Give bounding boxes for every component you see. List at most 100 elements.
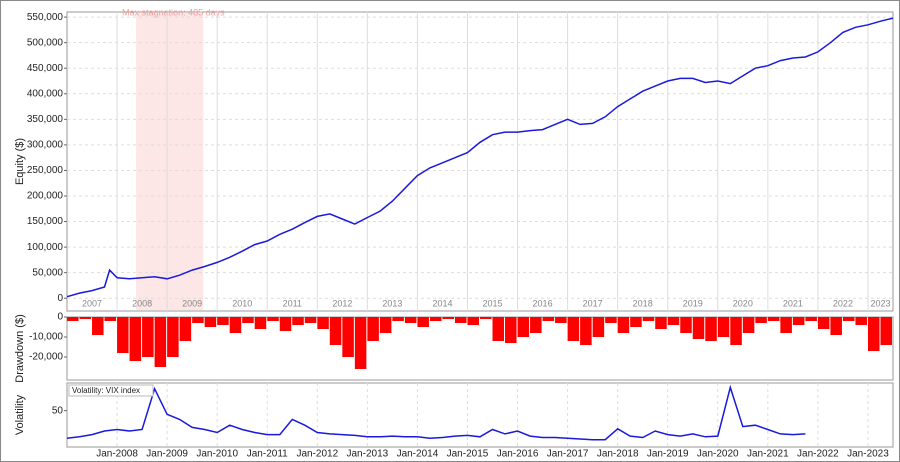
x-tick-label: 2013 bbox=[382, 298, 402, 308]
drawdown-bar bbox=[292, 317, 304, 325]
drawdown-bar bbox=[755, 317, 767, 323]
stagnation-band bbox=[136, 13, 204, 310]
drawdown-bar bbox=[530, 317, 542, 333]
y-axis-label: Drawdown ($) bbox=[14, 314, 26, 382]
x-tick-label: 2017 bbox=[583, 298, 603, 308]
x-tick-label: Jan-2017 bbox=[547, 449, 589, 460]
x-tick-label: 2010 bbox=[232, 298, 252, 308]
y-tick-label: 350,000 bbox=[27, 114, 64, 125]
drawdown-bar bbox=[92, 317, 104, 335]
drawdown-bar bbox=[855, 317, 867, 325]
x-tick-label: Jan-2020 bbox=[697, 449, 739, 460]
x-tick-label: Jan-2010 bbox=[196, 449, 238, 460]
drawdown-bar bbox=[67, 317, 79, 321]
drawdown-bar bbox=[267, 317, 279, 321]
y-tick-label: 200,000 bbox=[27, 191, 64, 202]
x-tick-label: 2019 bbox=[683, 298, 703, 308]
drawdown-bar bbox=[630, 317, 642, 327]
drawdown-bar bbox=[642, 317, 655, 321]
x-tick-label: Jan-2018 bbox=[597, 449, 639, 460]
x-tick-label: 2015 bbox=[482, 298, 502, 308]
y-tick-label: 150,000 bbox=[27, 216, 64, 227]
drawdown-bar bbox=[680, 317, 692, 333]
drawdown-bar bbox=[467, 317, 479, 325]
legend-box bbox=[68, 384, 154, 397]
drawdown-bar bbox=[692, 317, 705, 339]
y-tick-label: 100,000 bbox=[27, 242, 64, 253]
drawdown-bar bbox=[705, 317, 717, 341]
drawdown-bar bbox=[767, 317, 780, 321]
y-tick-label: -20,000 bbox=[29, 352, 63, 363]
line bbox=[66, 17, 894, 298]
x-tick-label: 2023 bbox=[870, 298, 890, 308]
drawdown-bar bbox=[717, 317, 730, 337]
x-tick-label: 2011 bbox=[283, 298, 302, 308]
drawdown-bar bbox=[242, 317, 254, 323]
x-tick-label: Jan-2023 bbox=[847, 449, 889, 460]
y-axis-label: Volatility bbox=[14, 394, 26, 435]
drawdown-bar bbox=[317, 317, 329, 329]
x-tick-label: 2018 bbox=[633, 298, 653, 308]
y-tick-label: 400,000 bbox=[27, 88, 64, 99]
y-axis-label: Equity ($) bbox=[14, 138, 26, 185]
y-tick-label: 0 bbox=[57, 293, 63, 304]
x-tick-label: Jan-2019 bbox=[647, 449, 689, 460]
drawdown-bar bbox=[79, 317, 92, 319]
y-tick-label: 300,000 bbox=[27, 140, 64, 151]
x-tick-label: 2020 bbox=[733, 298, 753, 308]
drawdown-bar bbox=[542, 317, 555, 321]
drawdown-bar bbox=[279, 317, 292, 331]
y-tick-label: 50,000 bbox=[32, 267, 63, 278]
y-tick-label: 0 bbox=[57, 312, 63, 323]
y-tick-label: 250,000 bbox=[27, 165, 64, 176]
drawdown-bar bbox=[492, 317, 505, 341]
drawdown-bar bbox=[617, 317, 630, 333]
x-tick-label: Jan-2009 bbox=[146, 449, 188, 460]
drawdown-bar bbox=[104, 317, 117, 321]
drawdown-bar bbox=[117, 317, 129, 353]
drawdown-bar bbox=[817, 317, 830, 329]
drawdown-bar bbox=[342, 317, 354, 357]
drawdown-bar bbox=[505, 317, 517, 343]
x-tick-label: Jan-2012 bbox=[296, 449, 338, 460]
drawdown-bar bbox=[154, 317, 167, 367]
line bbox=[66, 384, 806, 441]
drawdown-bar bbox=[204, 317, 217, 327]
x-tick-label: Jan-2016 bbox=[497, 449, 539, 460]
drawdown-bar bbox=[229, 317, 242, 333]
x-tick-label: 2009 bbox=[182, 298, 202, 308]
drawdown-bar bbox=[567, 317, 580, 341]
drawdown-bar bbox=[655, 317, 667, 329]
x-tick-label: Jan-2015 bbox=[447, 449, 489, 460]
x-tick-label: 2021 bbox=[783, 298, 803, 308]
drawdown-bar bbox=[429, 317, 442, 321]
drawdown-bar bbox=[592, 317, 605, 337]
drawdown-bar bbox=[842, 317, 855, 321]
plot-area bbox=[66, 316, 894, 381]
drawdown-bar bbox=[780, 317, 792, 333]
drawdown-bar bbox=[329, 317, 342, 345]
drawdown-bar bbox=[354, 317, 367, 369]
plot-area bbox=[66, 11, 894, 312]
drawdown-bar bbox=[555, 317, 567, 323]
x-tick-label: 2014 bbox=[432, 298, 452, 308]
drawdown-bar bbox=[480, 317, 492, 319]
drawdown-bar bbox=[392, 317, 404, 321]
drawdown-bar bbox=[742, 317, 755, 333]
annotation: Max stagnation: 485 days bbox=[122, 7, 225, 17]
drawdown-bar bbox=[454, 317, 467, 323]
x-tick-label: 2007 bbox=[82, 298, 102, 308]
drawdown-bar bbox=[304, 317, 317, 323]
x-tick-label: Jan-2021 bbox=[747, 449, 789, 460]
drawdown-bar bbox=[129, 317, 142, 361]
drawdown-bar bbox=[417, 317, 429, 327]
x-tick-label: Jan-2014 bbox=[397, 449, 439, 460]
drawdown-bar bbox=[192, 317, 204, 323]
drawdown-bar bbox=[142, 317, 154, 357]
drawdown-bar bbox=[442, 317, 454, 319]
drawdown-bar bbox=[667, 317, 680, 325]
drawdown-bar bbox=[167, 317, 179, 357]
drawdown-bar bbox=[880, 317, 892, 345]
x-tick-label: Jan-2013 bbox=[347, 449, 389, 460]
drawdown-bar bbox=[792, 317, 805, 325]
